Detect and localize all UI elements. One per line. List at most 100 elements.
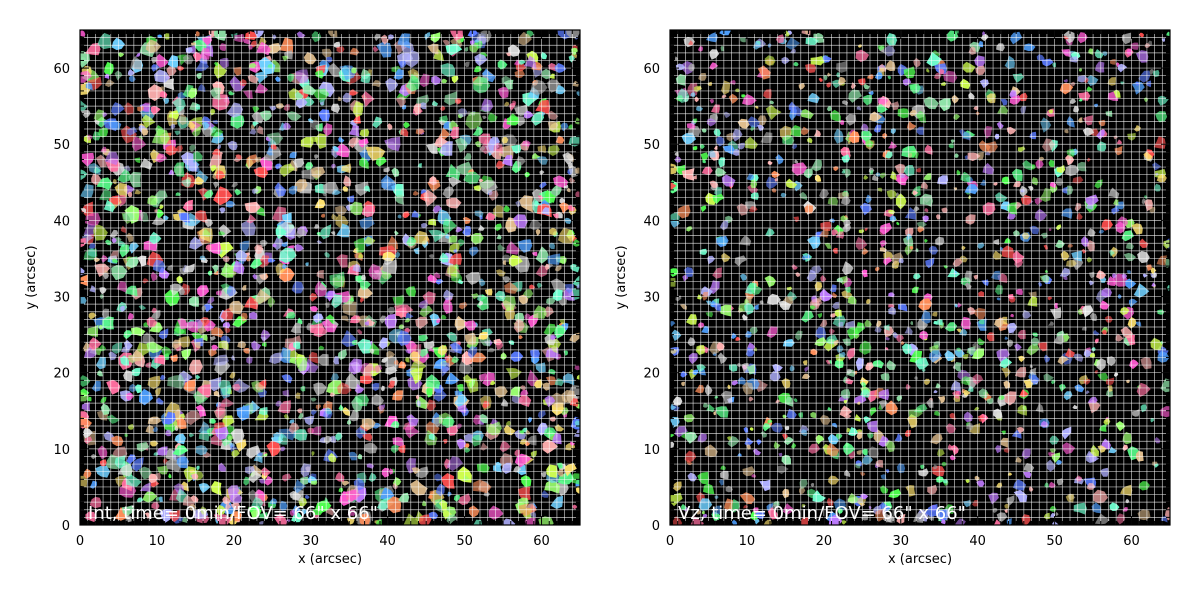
segment-blob xyxy=(463,153,472,161)
segment-blob xyxy=(120,355,129,366)
segment-blob xyxy=(1106,356,1116,367)
segment-blob xyxy=(835,231,845,239)
segment-blob xyxy=(725,485,733,493)
segment-blob xyxy=(320,101,324,106)
segment-blob xyxy=(919,193,933,207)
segment-blob xyxy=(364,321,369,326)
segment-blob xyxy=(80,30,86,37)
segment-blob xyxy=(827,433,839,445)
segment-blob xyxy=(886,189,898,200)
segment-blob xyxy=(549,242,555,250)
segment-blob xyxy=(202,228,211,237)
segment-blob xyxy=(782,488,790,499)
segment-blob xyxy=(196,465,200,471)
segment-blob xyxy=(515,200,521,208)
segment-blob xyxy=(311,88,330,101)
segment-blob xyxy=(527,435,537,446)
segment-blob xyxy=(412,190,420,196)
segment-blob xyxy=(1120,307,1130,316)
segment-blob xyxy=(953,113,960,121)
segment-blob xyxy=(118,52,125,58)
segment-blob xyxy=(150,440,159,447)
segment-blob xyxy=(701,325,710,334)
panel-annotation: Vz, time= 0min/FOV= 66" x 66" xyxy=(678,503,966,524)
segment-blob xyxy=(1100,467,1109,477)
segment-blob xyxy=(103,199,116,213)
segment-blob xyxy=(83,223,97,237)
segment-blob xyxy=(916,221,927,228)
segment-blob xyxy=(261,342,267,347)
segment-blob xyxy=(703,402,709,408)
segment-blob xyxy=(117,168,131,184)
segment-blob xyxy=(397,214,402,219)
segment-blob xyxy=(742,313,748,321)
segment-blob xyxy=(104,151,119,166)
segment-blob xyxy=(895,173,909,184)
segment-blob xyxy=(142,278,149,284)
segment-blob xyxy=(807,236,821,250)
segment-blob xyxy=(183,379,196,392)
segment-blob xyxy=(742,94,757,106)
segment-blob xyxy=(558,463,568,471)
segment-blob xyxy=(247,74,259,84)
segment-blob xyxy=(907,152,913,159)
segment-blob xyxy=(381,467,390,478)
segment-blob xyxy=(264,475,273,486)
segment-blob xyxy=(474,39,480,43)
segment-blob xyxy=(209,335,216,341)
segment-blob xyxy=(888,306,896,315)
segment-blob xyxy=(282,263,288,270)
segment-blob xyxy=(1097,141,1107,152)
segment-blob xyxy=(502,295,516,312)
segment-blob xyxy=(531,110,544,126)
segment-blob xyxy=(1061,426,1072,440)
y-tick-label: 30 xyxy=(643,291,660,306)
segment-blob xyxy=(1050,512,1056,518)
segment-blob xyxy=(956,169,961,176)
segment-blob xyxy=(963,389,971,397)
y-tick-label: 40 xyxy=(53,214,70,229)
segment-blob xyxy=(554,265,562,272)
segment-blob xyxy=(432,48,444,62)
segment-blob xyxy=(914,357,929,370)
segment-blob xyxy=(125,392,134,401)
segment-blob xyxy=(1078,97,1083,102)
segment-blob xyxy=(519,439,527,445)
segment-blob xyxy=(997,104,1009,115)
segment-blob xyxy=(86,134,93,141)
segment-blob xyxy=(1091,502,1102,514)
segment-blob xyxy=(552,289,563,302)
segment-blob xyxy=(254,382,266,391)
plot-frame xyxy=(669,29,1171,526)
segment-blob xyxy=(756,439,762,446)
segment-blob xyxy=(962,131,972,141)
segment-blob xyxy=(1052,521,1059,525)
segment-blob xyxy=(94,166,102,174)
y-tick-label: 0 xyxy=(652,519,660,534)
segment-blob xyxy=(218,231,226,236)
segment-blob xyxy=(1116,513,1126,525)
segment-blob xyxy=(530,512,537,518)
segment-blob xyxy=(978,291,985,298)
segment-blob xyxy=(793,398,798,403)
segment-blob xyxy=(432,205,443,214)
segment-blob xyxy=(445,233,450,239)
segment-blob xyxy=(700,205,707,213)
segment-blob xyxy=(748,396,754,402)
segment-blob xyxy=(833,498,846,511)
segment-blob xyxy=(963,411,973,423)
segment-blob xyxy=(1149,206,1156,214)
segment-blob xyxy=(731,380,739,386)
right-panel-vz: 0 10 20 30 40 50 60 0 10 20 30 40 50 60 x (arcsec) y (a… xyxy=(614,29,1171,567)
segment-blob xyxy=(266,43,282,54)
segment-blob xyxy=(940,518,946,525)
segment-blob xyxy=(502,518,516,525)
segment-blob xyxy=(354,181,370,197)
segment-blob xyxy=(1142,273,1148,278)
segment-blob xyxy=(1112,272,1117,279)
segment-blob xyxy=(493,142,504,155)
segment-blob xyxy=(575,117,580,125)
segment-blob xyxy=(909,83,921,94)
segment-blob xyxy=(190,495,199,503)
segment-blob xyxy=(1004,55,1015,70)
